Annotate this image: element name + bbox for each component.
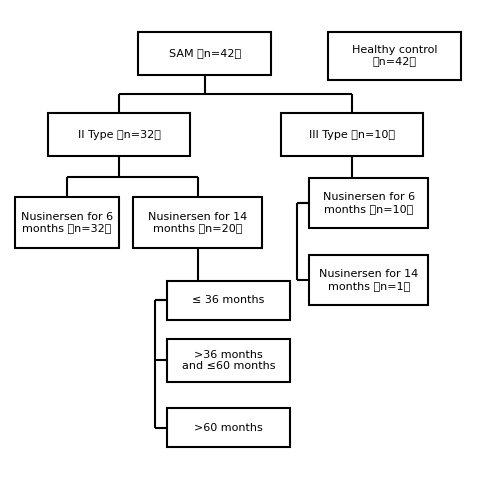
FancyBboxPatch shape bbox=[134, 197, 262, 248]
Text: III Type （n=10）: III Type （n=10） bbox=[309, 130, 395, 140]
FancyBboxPatch shape bbox=[309, 255, 428, 305]
FancyBboxPatch shape bbox=[138, 32, 271, 75]
Text: SAM （n=42）: SAM （n=42） bbox=[169, 48, 241, 58]
FancyBboxPatch shape bbox=[15, 197, 119, 248]
FancyBboxPatch shape bbox=[167, 281, 290, 320]
Text: Healthy control
（n=42）: Healthy control （n=42） bbox=[352, 45, 438, 66]
Text: II Type （n=32）: II Type （n=32） bbox=[78, 130, 161, 140]
Text: >60 months: >60 months bbox=[194, 422, 263, 432]
FancyBboxPatch shape bbox=[167, 339, 290, 382]
Text: Nusinersen for 14
months （n=1）: Nusinersen for 14 months （n=1） bbox=[319, 269, 418, 291]
FancyBboxPatch shape bbox=[309, 178, 428, 228]
Text: Nusinersen for 14
months （n=20）: Nusinersen for 14 months （n=20） bbox=[148, 212, 247, 233]
Text: ≤ 36 months: ≤ 36 months bbox=[192, 296, 265, 306]
FancyBboxPatch shape bbox=[167, 408, 290, 447]
FancyBboxPatch shape bbox=[48, 113, 191, 156]
Text: Nusinersen for 6
months （n=32）: Nusinersen for 6 months （n=32） bbox=[21, 212, 113, 233]
Text: >36 months
and ≤60 months: >36 months and ≤60 months bbox=[182, 350, 275, 371]
Text: Nusinersen for 6
months （n=10）: Nusinersen for 6 months （n=10） bbox=[323, 192, 415, 214]
FancyBboxPatch shape bbox=[328, 32, 461, 80]
FancyBboxPatch shape bbox=[281, 113, 423, 156]
